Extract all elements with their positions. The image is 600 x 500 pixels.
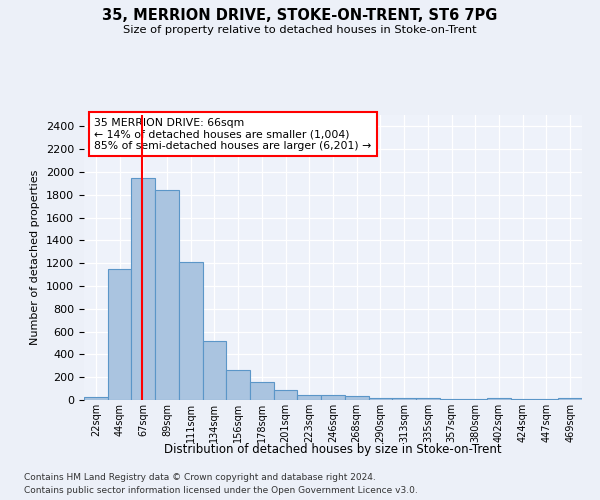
Bar: [131, 178, 155, 400]
Text: Contains HM Land Registry data © Crown copyright and database right 2024.: Contains HM Land Registry data © Crown c…: [24, 472, 376, 482]
Bar: [226, 370, 250, 400]
Bar: [440, 399, 463, 400]
Y-axis label: Number of detached properties: Number of detached properties: [31, 170, 40, 345]
Bar: [558, 398, 582, 400]
Bar: [487, 398, 511, 400]
Bar: [321, 396, 345, 400]
Bar: [392, 398, 416, 400]
Bar: [108, 269, 131, 400]
Bar: [179, 262, 203, 400]
Text: Distribution of detached houses by size in Stoke-on-Trent: Distribution of detached houses by size …: [164, 442, 502, 456]
Bar: [298, 395, 321, 400]
Bar: [250, 382, 274, 400]
Bar: [203, 340, 226, 400]
Text: Contains public sector information licensed under the Open Government Licence v3: Contains public sector information licen…: [24, 486, 418, 495]
Text: 35, MERRION DRIVE, STOKE-ON-TRENT, ST6 7PG: 35, MERRION DRIVE, STOKE-ON-TRENT, ST6 7…: [103, 8, 497, 22]
Bar: [345, 396, 368, 400]
Bar: [274, 390, 298, 400]
Bar: [84, 396, 108, 400]
Text: Size of property relative to detached houses in Stoke-on-Trent: Size of property relative to detached ho…: [123, 25, 477, 35]
Bar: [155, 190, 179, 400]
Bar: [368, 398, 392, 400]
Bar: [416, 398, 440, 400]
Text: 35 MERRION DRIVE: 66sqm
← 14% of detached houses are smaller (1,004)
85% of semi: 35 MERRION DRIVE: 66sqm ← 14% of detache…: [94, 118, 371, 151]
